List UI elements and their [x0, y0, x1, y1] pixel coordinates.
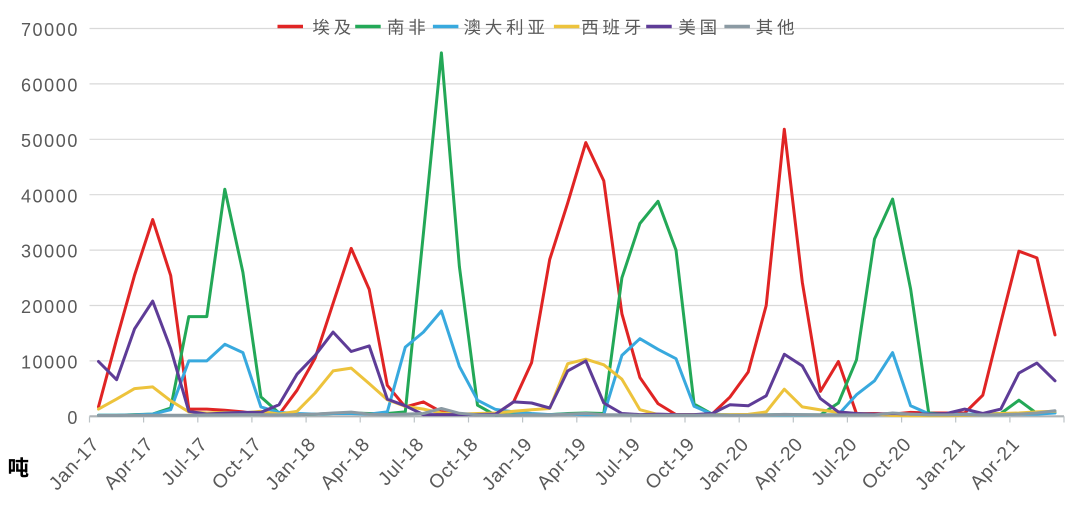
svg-text:20000: 20000 [21, 297, 79, 317]
svg-text:50000: 50000 [21, 131, 79, 151]
svg-text:60000: 60000 [21, 76, 79, 96]
svg-text:40000: 40000 [21, 186, 79, 206]
svg-text:10000: 10000 [21, 353, 79, 373]
svg-text:70000: 70000 [21, 20, 79, 40]
svg-text:30000: 30000 [21, 242, 79, 262]
svg-text:0: 0 [67, 408, 79, 428]
